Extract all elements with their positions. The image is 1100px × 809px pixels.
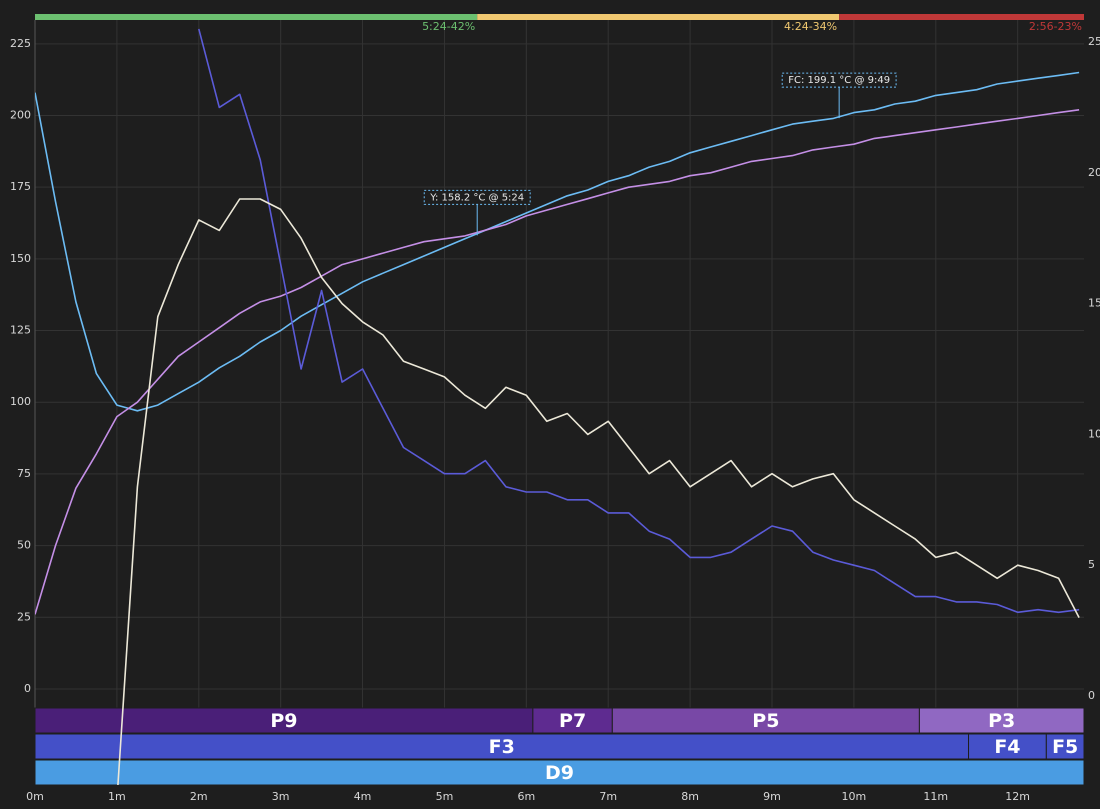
x-tick-label: 4m [354, 790, 372, 803]
y-tick-label: 100 [10, 395, 31, 408]
x-tick-label: 9m [763, 790, 781, 803]
band [34, 707, 534, 734]
band [611, 707, 920, 734]
band-label: P3 [988, 710, 1015, 732]
phase-bar [35, 14, 478, 20]
phase-label: 5:24-42% [422, 20, 475, 33]
x-tick-label: 7m [599, 790, 617, 803]
y2-tick-label: 10 [1088, 427, 1100, 440]
band [34, 759, 1085, 786]
y-tick-label: 125 [10, 324, 31, 337]
phase-bar [477, 14, 840, 20]
x-tick-label: 3m [272, 790, 290, 803]
band [34, 733, 970, 760]
band-label: F4 [994, 736, 1020, 758]
band [918, 707, 1085, 734]
series-line [117, 198, 1080, 785]
annotation-box [781, 72, 897, 88]
x-tick-label: 5m [436, 790, 454, 803]
annotation-label: FC: 199.1 °C @ 9:49 [788, 75, 890, 86]
series-line [35, 109, 1080, 615]
band [968, 733, 1047, 760]
band-label: P9 [270, 710, 297, 732]
band-label: D9 [545, 762, 574, 784]
x-tick-label: 12m [1005, 790, 1030, 803]
x-tick-label: 8m [681, 790, 699, 803]
series-line [35, 71, 1080, 412]
y-tick-label: 175 [10, 180, 31, 193]
x-tick-label: 0m [26, 790, 44, 803]
phase-bar [839, 14, 1084, 20]
y-tick-label: 0 [24, 682, 31, 695]
band-label: F3 [489, 736, 515, 758]
x-tick-label: 10m [842, 790, 867, 803]
y2-tick-label: 0 [1088, 689, 1095, 702]
y2-tick-label: 25 [1088, 35, 1100, 48]
band-label: P5 [752, 710, 779, 732]
y-tick-label: 25 [17, 610, 31, 623]
annotation-box [423, 189, 531, 205]
x-tick-label: 11m [923, 790, 948, 803]
x-tick-label: 2m [190, 790, 208, 803]
y2-tick-label: 5 [1088, 558, 1095, 571]
y-tick-label: 225 [10, 37, 31, 50]
band [1045, 733, 1085, 760]
phase-label: 2:56-23% [1029, 20, 1082, 33]
y2-tick-label: 20 [1088, 166, 1100, 179]
plot-lines [35, 28, 1080, 785]
annotation-label: Y: 158.2 °C @ 5:24 [429, 192, 524, 203]
x-tick-label: 1m [108, 790, 126, 803]
band-label: P7 [559, 710, 586, 732]
phase-label: 4:24-34% [784, 20, 837, 33]
y2-tick-label: 15 [1088, 297, 1100, 310]
y-tick-label: 75 [17, 467, 31, 480]
y-tick-label: 50 [17, 539, 31, 552]
y-tick-label: 150 [10, 252, 31, 265]
y-tick-label: 200 [10, 109, 31, 122]
x-tick-label: 6m [517, 790, 535, 803]
band-label: F5 [1052, 736, 1078, 758]
series-line [198, 28, 1080, 614]
